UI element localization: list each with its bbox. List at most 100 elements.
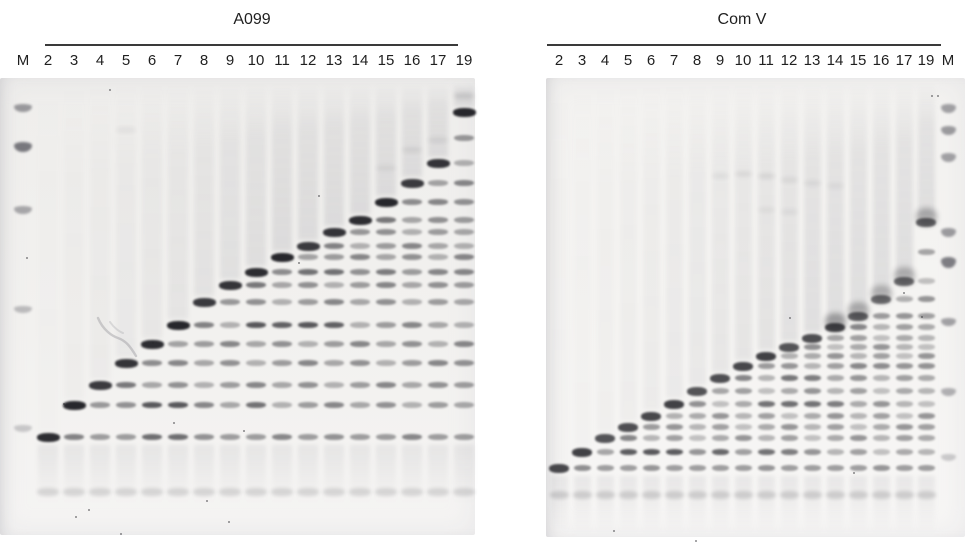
gel-band xyxy=(89,488,111,496)
lane-streak xyxy=(895,476,913,534)
gel-band xyxy=(711,424,729,430)
dust-speck xyxy=(75,516,77,518)
gel-band xyxy=(220,360,240,366)
gel-band xyxy=(802,491,822,499)
gel-band xyxy=(917,313,935,319)
gel-band xyxy=(641,491,661,499)
gel-band xyxy=(166,320,190,330)
gel-band xyxy=(734,424,752,430)
gel-band xyxy=(376,360,396,366)
gel-band xyxy=(219,488,241,496)
lane-streak xyxy=(849,476,867,534)
marker-band xyxy=(14,206,32,214)
gel-band xyxy=(428,282,448,288)
gel-band xyxy=(826,363,844,369)
gel-band xyxy=(595,491,615,499)
lane-streak xyxy=(194,445,214,503)
gel-band xyxy=(454,402,474,408)
gel-band xyxy=(618,491,638,499)
gel-band xyxy=(192,297,216,307)
gel-band xyxy=(619,449,637,455)
lane-streak xyxy=(454,84,474,106)
gel-band xyxy=(711,449,729,455)
header-rule-a099 xyxy=(45,44,458,46)
lane-label: 6 xyxy=(147,52,157,69)
lane-streak xyxy=(619,84,637,421)
lane-streak xyxy=(324,84,344,226)
gel-band xyxy=(168,402,188,408)
gel-band xyxy=(272,322,292,328)
gel-band xyxy=(115,488,137,496)
gel-band xyxy=(428,382,448,388)
gel-band xyxy=(142,402,162,408)
gel-band xyxy=(734,449,752,455)
gel-band xyxy=(849,435,867,441)
gel-band xyxy=(895,296,913,302)
ghost-band xyxy=(376,165,396,171)
gel-band xyxy=(848,311,868,321)
gel-band xyxy=(826,449,844,455)
lane-streak xyxy=(246,84,266,266)
gel-band xyxy=(350,299,370,305)
gel-band xyxy=(802,333,822,343)
gel-band xyxy=(428,360,448,366)
gel-band xyxy=(349,488,371,496)
gel-band xyxy=(757,388,775,394)
marker-band xyxy=(940,152,956,162)
gel-band xyxy=(272,341,292,347)
lane-streak xyxy=(872,84,890,293)
gel-band xyxy=(687,386,707,396)
header-rule-comv xyxy=(547,44,941,46)
gel-band xyxy=(454,322,474,328)
gel-band xyxy=(734,401,752,407)
gel-band xyxy=(849,401,867,407)
lane-streak xyxy=(642,84,660,410)
gel-band xyxy=(894,276,914,286)
gel-band xyxy=(376,382,396,388)
gel-band xyxy=(376,282,396,288)
gel-band xyxy=(454,229,474,235)
lane-streak xyxy=(826,476,844,534)
lane-label: 19 xyxy=(455,52,473,69)
gel-band xyxy=(454,217,474,223)
gel-band xyxy=(780,353,798,359)
gel-band xyxy=(141,488,163,496)
marker-band xyxy=(940,388,956,396)
gel-band xyxy=(324,299,344,305)
gel-band xyxy=(710,491,730,499)
gel-band xyxy=(917,363,935,369)
gel-band xyxy=(350,229,370,235)
gel-band xyxy=(270,252,294,262)
gel-band xyxy=(849,375,867,381)
gel-band xyxy=(244,267,268,277)
gel-band xyxy=(428,254,448,260)
lane-streak xyxy=(38,445,58,503)
gel-band xyxy=(324,254,344,260)
gel-band xyxy=(917,324,935,330)
lane-label: 9 xyxy=(225,52,235,69)
lane-label: 19 xyxy=(917,52,935,69)
gel-band xyxy=(324,322,344,328)
gel-band xyxy=(849,353,867,359)
gel-band xyxy=(454,341,474,347)
gel-band xyxy=(803,401,821,407)
lane-streak xyxy=(246,445,266,503)
lane-label: 8 xyxy=(692,52,702,69)
gel-band xyxy=(402,434,422,440)
gel-band xyxy=(780,413,798,419)
gel-band xyxy=(350,360,370,366)
gel-band xyxy=(895,324,913,330)
gel-band xyxy=(872,413,890,419)
lane-label: 2 xyxy=(554,52,564,69)
lane-label: 7 xyxy=(669,52,679,69)
dust-speck xyxy=(937,95,939,97)
lane-streak xyxy=(826,84,844,321)
lane-label: 4 xyxy=(95,52,105,69)
lane-label: 5 xyxy=(121,52,131,69)
gel-band xyxy=(895,363,913,369)
gel-band xyxy=(167,488,189,496)
lane-streak xyxy=(298,84,318,240)
dust-speck xyxy=(63,403,65,405)
lane-streak xyxy=(38,84,58,431)
gel-band xyxy=(428,434,448,440)
